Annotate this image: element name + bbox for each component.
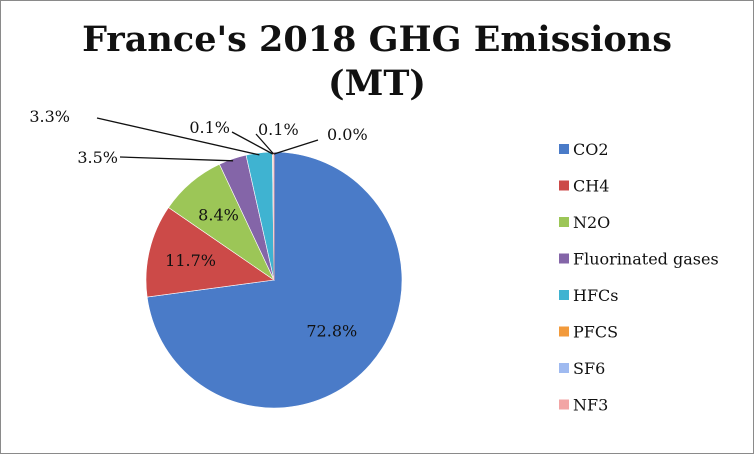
chart-title: France's 2018 GHG Emissions (MT) [0,18,754,106]
legend-label: Fluorinated gases [573,250,719,269]
legend-swatch [559,144,569,154]
leader-line-sf6 [255,133,275,155]
legend-label: SF6 [573,359,605,378]
leader-line-nf3 [273,139,319,155]
legend-item-co2: CO2 [559,140,609,159]
data-labels: 72.8% 11.7% 8.4% 3.5% 3.3% 0.1% 0.1% 0.0% [29,107,367,341]
data-label-fluorinated-gases: 3.5% [77,148,118,167]
legend-swatch [559,253,569,264]
legend-label: PFCS [573,323,618,342]
leader-lines [96,117,319,162]
pie-slices [145,151,403,409]
data-label-co2: 72.8% [306,322,357,341]
legend-item-sf6: SF6 [559,359,605,378]
legend-item-n2o: N2O [559,213,610,232]
legend-label: N2O [573,213,610,232]
legend-item-ch4: CH4 [559,177,609,196]
legend-swatch [559,217,569,227]
legend-item-hfcs: HFCs [559,286,619,305]
legend-item-fluorinated-gases: Fluorinated gases [559,250,719,269]
data-label-pfcs: 0.1% [189,118,230,137]
chart-title-line-2: (MT) [328,63,426,104]
legend-label: NF3 [573,396,608,415]
legend-swatch [559,290,569,300]
legend-swatch [559,180,569,191]
data-label-ch4: 11.7% [165,251,216,270]
legend-swatch [559,363,569,373]
legend-swatch [559,326,569,337]
legend: CO2 CH4 N2O Fluorinated gases HFCs PFCS SF6 NF3 [559,140,719,415]
legend-label: CH4 [573,177,609,196]
legend-item-pfcs: PFCS [559,323,618,342]
legend-label: HFCs [573,286,619,305]
chart-title-line-1: France's 2018 GHG Emissions [82,19,672,60]
legend-swatch [559,399,569,410]
data-label-sf6: 0.1% [258,120,299,139]
legend-item-nf3: NF3 [559,396,608,415]
data-label-nf3: 0.0% [327,125,368,144]
data-label-hfcs: 3.3% [29,107,70,126]
legend-label: CO2 [573,140,609,159]
data-label-n2o: 8.4% [198,206,239,225]
leader-line-hfcs [96,117,260,156]
pie-slice-ch4 [145,207,275,298]
leader-line-fluorinated-gases [119,156,234,162]
pie-slice-co2 [146,151,403,409]
leader-line-pfcs [231,131,274,155]
